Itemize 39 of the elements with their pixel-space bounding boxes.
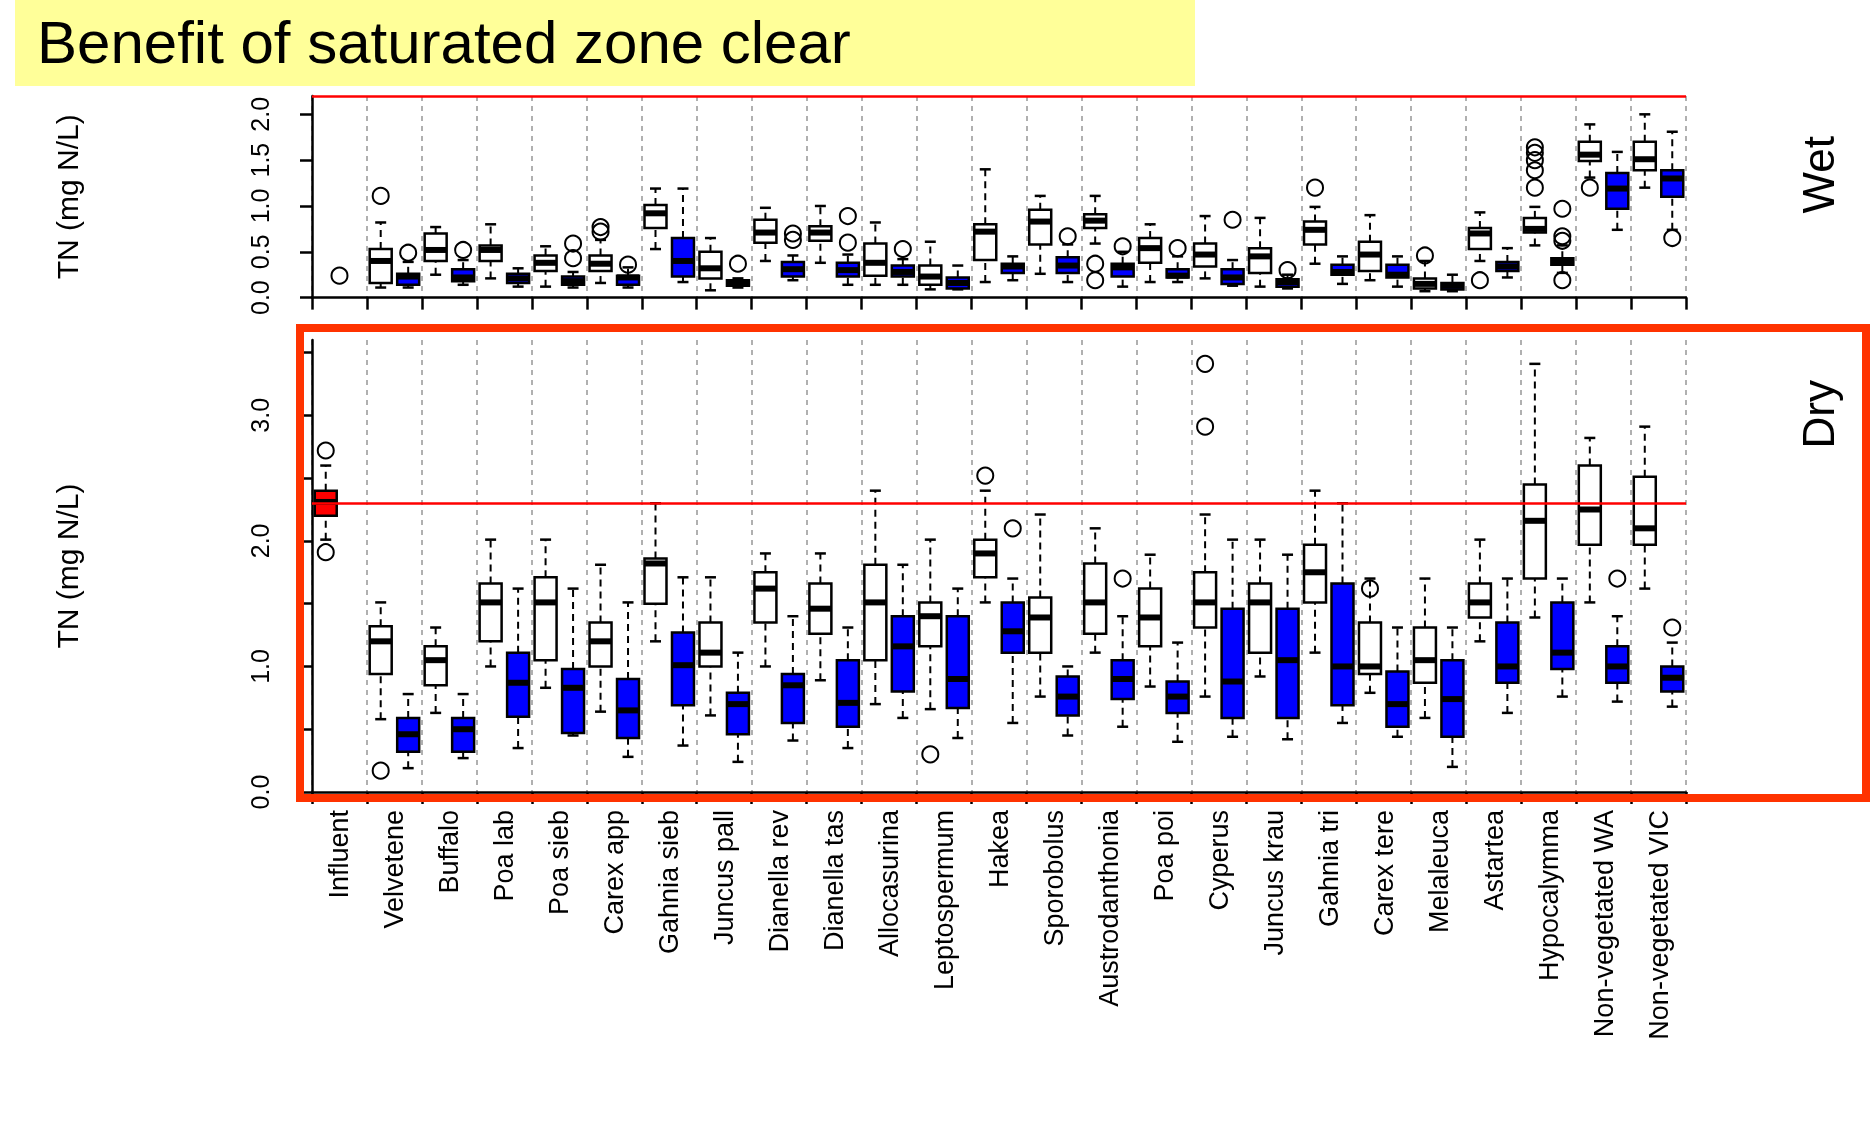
x-tick-label: Poa lab: [489, 810, 520, 902]
x-tick-label: Austrodanthonia: [1093, 809, 1124, 1007]
x-tick-label: Poa sieb: [544, 810, 575, 916]
y-tick-label: 0.0: [245, 774, 274, 810]
x-tick-label: Astartea: [1478, 809, 1509, 911]
x-tick-label: Sporobolus: [1038, 810, 1069, 947]
x-tick-label: Non-vegetated WA: [1588, 810, 1619, 1038]
x-tick-label: Leptospermum: [929, 810, 960, 991]
x-tick-label: Non-vegetated VIC: [1643, 810, 1674, 1040]
x-tick-label: Poa poi: [1148, 810, 1179, 902]
y-tick-label: 0.0: [245, 280, 274, 316]
y-tick-label: 1.0: [245, 188, 274, 224]
y-axis-title: TN (mg N/L): [50, 114, 84, 280]
x-tick-label: Melaleuca: [1423, 809, 1454, 934]
x-tick-label: Buffalo: [434, 810, 465, 894]
x-tick-label: Juncus krau: [1258, 810, 1289, 956]
y-tick-label: 1.0: [245, 649, 274, 684]
x-tick-label: Carex app: [599, 810, 630, 935]
x-tick-label: Allocasurina: [874, 809, 905, 958]
x-tick-label: Cyperus: [1203, 810, 1234, 911]
x-tick-label: Dianella tas: [819, 810, 850, 952]
y-tick-label: 1.5: [245, 142, 274, 178]
x-tick-label: Velvetene: [379, 810, 410, 929]
x-tick-label: Juncus pall: [709, 810, 740, 946]
x-tick-label: Hakea: [984, 809, 1014, 889]
y-tick-label: 2.0: [245, 96, 274, 132]
chart-title: Benefit of saturated zone clear: [15, 0, 1195, 86]
x-tick-label: Gahnia tri: [1313, 810, 1344, 928]
y-axis-title: TN (mg N/L): [50, 483, 84, 649]
x-tick-label: Carex tere: [1368, 810, 1399, 937]
y-tick-label: 3.0: [245, 397, 274, 433]
x-tick-label: Influent: [324, 809, 355, 899]
text: Dry: [1793, 379, 1843, 449]
text: Wet: [1793, 135, 1843, 214]
x-tick-label: Dianella rev: [764, 809, 795, 953]
y-tick-label: 0.5: [245, 234, 274, 270]
y-tick-label: 2.0: [245, 523, 274, 559]
x-tick-label: Gahnia sieb: [654, 810, 685, 955]
x-tick-label: Hypocalymma: [1533, 809, 1564, 982]
